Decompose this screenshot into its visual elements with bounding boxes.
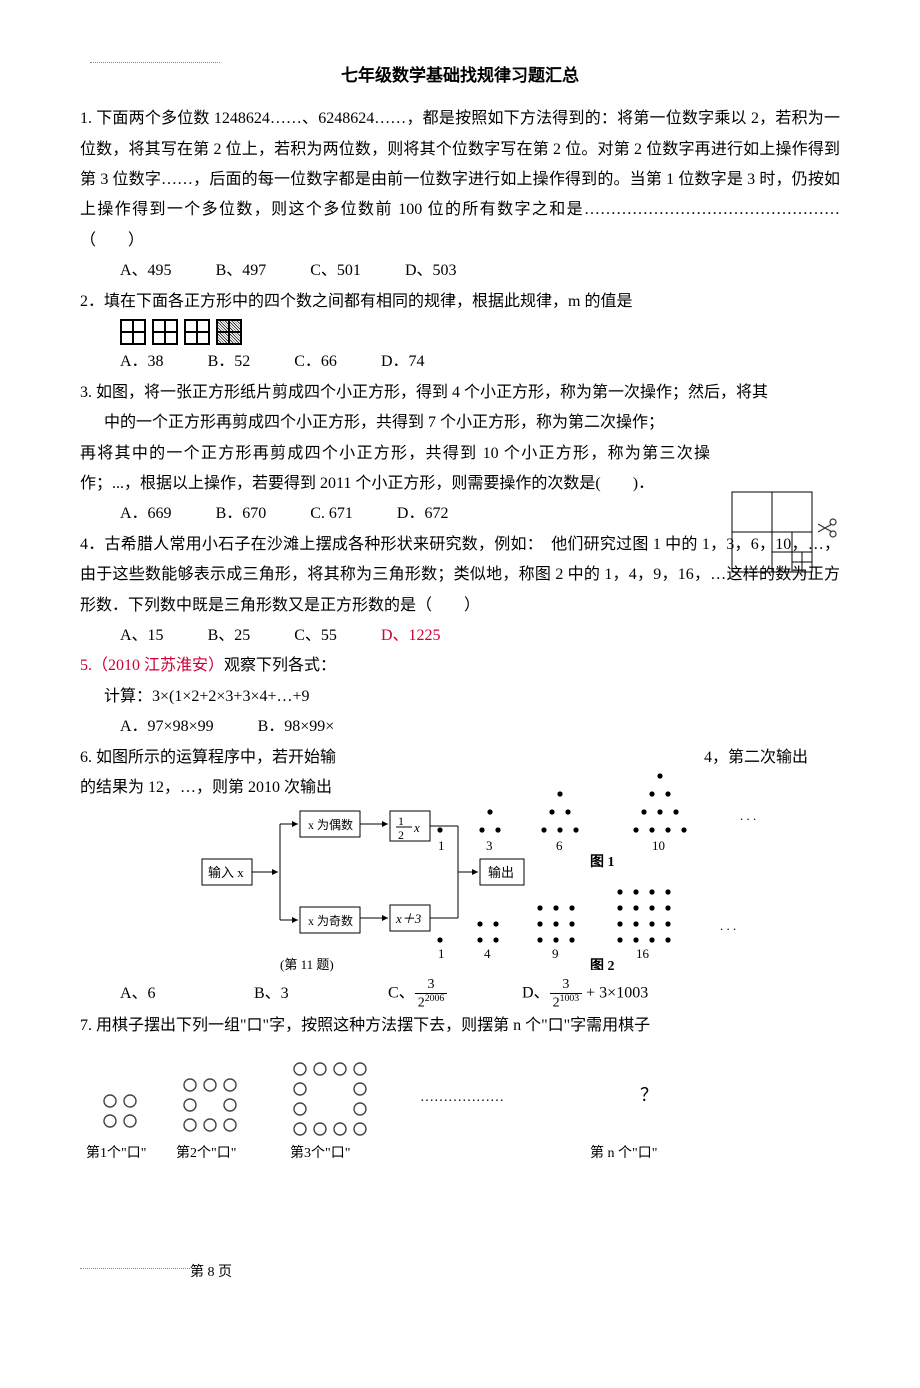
q7-figures: ……………… ？ 第1个"口" 第2个"口" 第3个"口" 第 n 个"口" [80, 1051, 840, 1181]
q2-opt-b: B．52 [208, 347, 251, 377]
q2-opt-a: A．38 [120, 347, 164, 377]
q1-opt-d: D、503 [405, 256, 457, 286]
q4-opt-b: B、25 [208, 621, 251, 651]
q6-opt-c: C、322006 [388, 977, 518, 1010]
q2-text: 2．填在下面各正方形中的四个数之间都有相同的规律，根据此规律，m 的值是 [80, 287, 840, 317]
sq-m9: 9 [552, 946, 559, 961]
q4-opt-d: D、1225 [381, 621, 441, 651]
grid-3 [184, 319, 210, 345]
fig2-label: 图 2 [590, 958, 615, 970]
q4-text: 4．古希腊人常用小石子在沙滩上摆成各种形状来研究数，例如： 他们研究过图 1 中… [80, 530, 840, 621]
q3-opt-b: B．670 [216, 499, 267, 529]
kou-dots: ……………… [420, 1090, 504, 1105]
q3-opt-a: A．669 [120, 499, 172, 529]
q6-opt-a: A、6 [120, 979, 250, 1009]
q1-opt-c: C、501 [310, 256, 361, 286]
header-dotted-line [90, 62, 220, 63]
q6-r1: 4，第二次输出 [704, 749, 808, 766]
q2-grid-figure [80, 317, 840, 347]
q5-opt-b: B．98×99× [258, 712, 335, 742]
flow-even: x 为偶数 [308, 817, 353, 832]
svg-text:2: 2 [398, 828, 404, 842]
q4-dot-figures: 1 3 6 10 . . . 图 1 1 4 9 16 . . . 图 2 [420, 770, 820, 970]
q7-text: 7. 用棋子摆出下列一组"口"字，按照这种方法摆下去，则摆第 n 个"口"字需用… [80, 1011, 840, 1041]
q4-opt-c: C、55 [294, 621, 337, 651]
q1-opt-a: A、495 [120, 256, 172, 286]
q6-l1: 6. 如图所示的运算程序中，若开始输 [80, 749, 336, 766]
q1-opt-b: B、497 [216, 256, 267, 286]
tri-dots: . . . [740, 808, 756, 823]
flow-plus3: x＋3 [395, 911, 422, 926]
q6-options: A、6 B、3 C、322006 D、321003 + 3×1003 [80, 977, 840, 1010]
q3-options: A．669 B．670 C. 671 D．672 [80, 499, 840, 529]
q5-lead: 5.（2010 江苏淮安） [80, 657, 224, 674]
q3-figure [730, 490, 840, 580]
q3-line3: 再将其中的一个正方形再剪成四个小正方形，共得到 10 个小正方形，称为第三次操作… [80, 439, 840, 500]
q4-opt-a: A、15 [120, 621, 164, 651]
footer-dotted-line [80, 1268, 190, 1269]
q3-line1: 3. 如图，将一张正方形纸片剪成四个小正方形，得到 4 个小正方形，称为第一次操… [80, 378, 840, 408]
tri-n10: 10 [652, 838, 665, 853]
sq-m1: 1 [438, 946, 445, 961]
q2-opt-c: C．66 [294, 347, 337, 377]
q6-opt-b: B、3 [254, 979, 384, 1009]
kou1-label: 第1个"口" [86, 1144, 146, 1161]
q2-options: A．38 B．52 C．66 D．74 [80, 347, 840, 377]
kou3-label: 第3个"口" [290, 1144, 350, 1161]
flow-input: 输入 x [208, 865, 244, 880]
flow-odd: x 为奇数 [308, 913, 353, 928]
sq-m4: 4 [484, 946, 491, 961]
q4-options: A、15 B、25 C、55 D、1225 [80, 621, 840, 651]
q6-line1: 6. 如图所示的运算程序中，若开始输 4，第二次输出 [80, 743, 840, 773]
fig1-label: 图 1 [590, 854, 615, 870]
sq-m16: 16 [636, 946, 650, 961]
q5-line: 5.（2010 江苏淮安）观察下列各式： [80, 651, 840, 681]
page-footer: 第 8 页 [190, 1260, 232, 1287]
q3-opt-d: D．672 [397, 499, 449, 529]
kou2-label: 第2个"口" [176, 1144, 236, 1161]
q3-line2: 中的一个正方形再剪成四个小正方形，共得到 7 个小正方形，称为第二次操作； [80, 408, 840, 438]
svg-text:1: 1 [398, 814, 404, 828]
q1-options: A、495 B、497 C、501 D、503 [80, 256, 840, 286]
grid-1 [120, 319, 146, 345]
koun-label: 第 n 个"口" [590, 1144, 657, 1161]
page-title: 七年级数学基础找规律习题汇总 [80, 60, 840, 92]
grid-2 [152, 319, 178, 345]
kou-q: ？ [640, 1085, 658, 1105]
q5-opt-a: A．97×98×99 [120, 712, 214, 742]
tri-n6: 6 [556, 838, 563, 853]
flow-half-x: x [413, 820, 420, 835]
q6-opt-d: D、321003 + 3×1003 [522, 977, 722, 1010]
q1-text: 1. 下面两个多位数 1248624……、6248624……，都是按照如下方法得… [80, 104, 840, 256]
q3-opt-c: C. 671 [310, 499, 353, 529]
q5-options: A．97×98×99 B．98×99× [80, 712, 840, 742]
q2-opt-d: D．74 [381, 347, 425, 377]
tri-n1: 1 [438, 838, 445, 853]
q5-calc: 计算：3×(1×2+2×3+3×4+…+9 [80, 682, 840, 712]
q5-tail: 观察下列各式： [224, 657, 336, 674]
tri-n3: 3 [486, 838, 493, 853]
grid-4-hatched [216, 319, 242, 345]
sq-dots: . . . [720, 918, 736, 933]
